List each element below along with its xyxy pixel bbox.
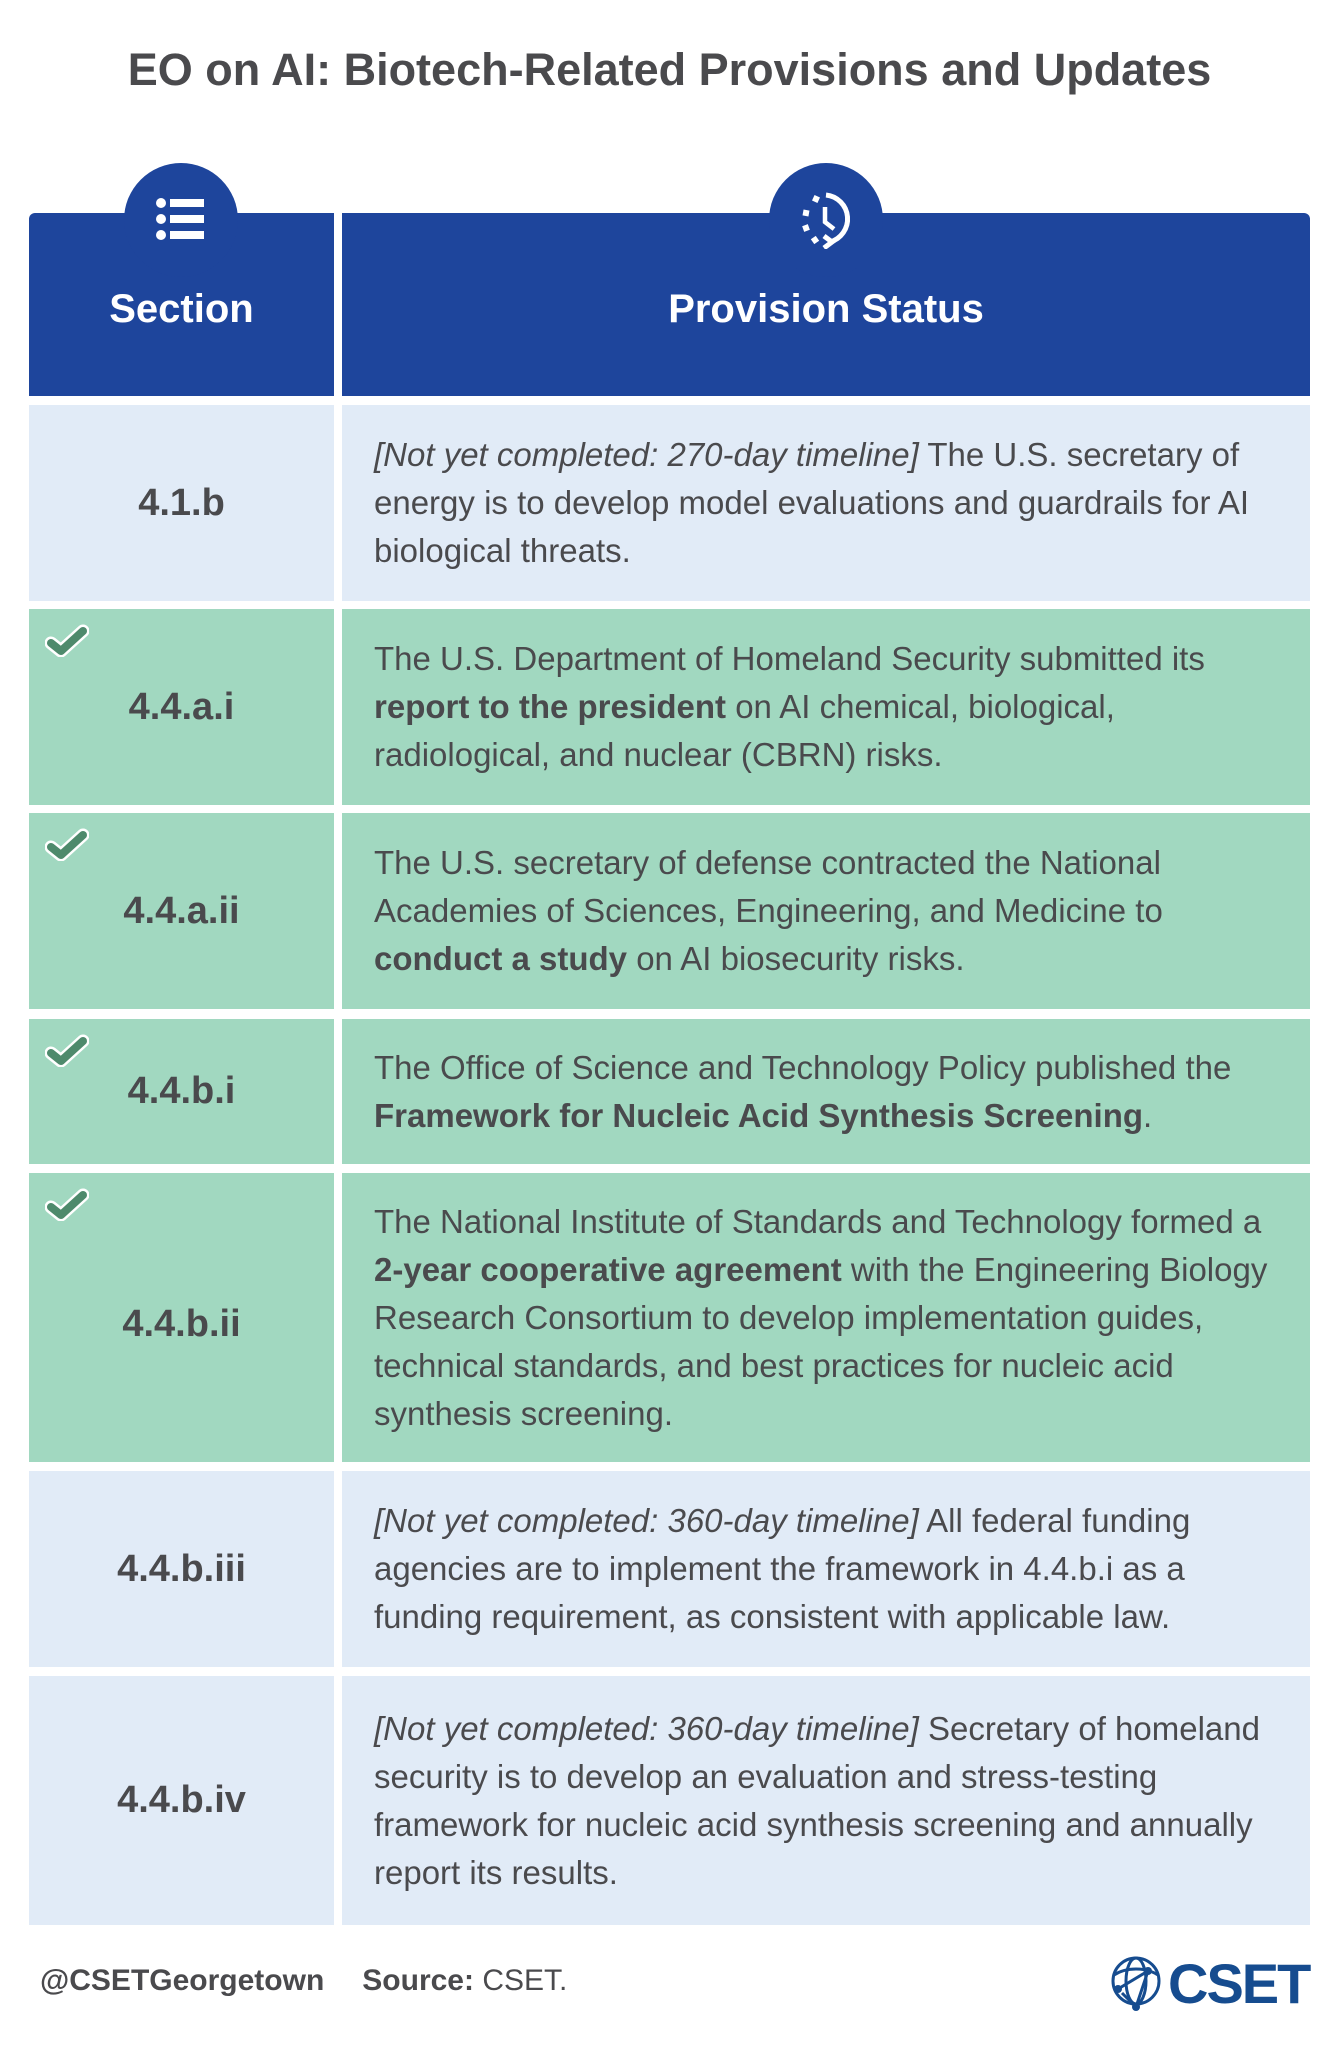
checkmark-icon (45, 1188, 89, 1221)
table-row-section-cell: 4.4.b.iv (29, 1676, 334, 1925)
section-number: 4.4.a.ii (123, 889, 240, 932)
emphasis-text: 2-year cooperative agreement (374, 1250, 842, 1288)
table-row-section-cell: 4.4.b.i (29, 1019, 334, 1164)
body-text: The Office of Science and Technology Pol… (374, 1048, 1232, 1086)
section-number: 4.4.b.iv (117, 1779, 246, 1821)
body-text: The National Institute of Standards and … (374, 1202, 1262, 1240)
section-number: 4.4.b.iii (117, 1547, 246, 1590)
column-header-status: Provision Status (342, 213, 1310, 396)
emphasis-text: Framework for Nucleic Acid Synthesis Scr… (374, 1096, 1144, 1134)
provision-status-text: The National Institute of Standards and … (374, 1198, 1280, 1438)
social-handle: @CSETGeorgetown (40, 1964, 325, 1997)
provision-status-text: [Not yet completed: 360-day timeline] Al… (374, 1497, 1280, 1641)
body-text: The U.S. secretary of defense contracted… (374, 844, 1163, 929)
list-icon (156, 198, 204, 240)
section-icon-badge (124, 163, 238, 277)
body-text: All federal funding agencies are to impl… (374, 1502, 1191, 1635)
source-value: CSET. (473, 1964, 568, 1997)
section-number: 4.4.b.ii (122, 1303, 241, 1345)
body-text: . (1143, 1096, 1153, 1134)
source-label: Source: (362, 1964, 474, 1997)
emphasis-text: conduct a study (374, 940, 628, 977)
provision-status-text: [Not yet completed: 360-day timeline] Se… (374, 1705, 1280, 1897)
body-text: The U.S. Department of Homeland Security… (374, 640, 1205, 677)
status-icon-badge (769, 163, 883, 277)
checkmark-icon (45, 624, 89, 657)
checkmark-icon (45, 828, 89, 861)
section-number: 4.1.b (138, 481, 225, 524)
table-row-section-cell: 4.4.a.ii (29, 813, 334, 1009)
table-row-section-cell: 4.1.b (29, 405, 334, 601)
checkmark-icon (45, 1034, 89, 1067)
page-title: EO on AI: Biotech-Related Provisions and… (127, 44, 1212, 95)
cset-logo: CSET (1108, 1951, 1311, 2015)
body-text: The U.S. secretary of energy is to devel… (374, 436, 1250, 569)
provision-status-text: The U.S. Department of Homeland Security… (374, 635, 1280, 779)
provision-status-text: The U.S. secretary of defense contracted… (374, 839, 1280, 983)
table-row-status-cell: [Not yet completed: 270-day timeline] Th… (342, 405, 1310, 601)
table-row-status-cell: The U.S. secretary of defense contracted… (342, 813, 1310, 1009)
table-row-status-cell: The Office of Science and Technology Pol… (342, 1019, 1310, 1164)
table-row-status-cell: The National Institute of Standards and … (342, 1173, 1310, 1462)
body-text: on AI biosecurity risks. (627, 940, 965, 977)
table-row-status-cell: [Not yet completed: 360-day timeline] Se… (342, 1676, 1310, 1925)
emphasis-text: report to the president (374, 688, 727, 725)
footer: @CSETGeorgetown Source: CSET. (40, 1964, 567, 1998)
body-text: with the Engineering Biology Research Co… (374, 1250, 1268, 1432)
provision-status-text: The Office of Science and Technology Pol… (374, 1044, 1280, 1140)
timeline-tag: [Not yet completed: 360-day timeline] (374, 1709, 919, 1747)
section-number: 4.4.b.i (127, 1070, 236, 1112)
globe-network-icon (1111, 1956, 1161, 2011)
logo-text: CSET (1168, 1951, 1311, 2015)
table-row-section-cell: 4.4.a.i (29, 609, 334, 805)
timeline-tag: [Not yet completed: 360-day timeline] (374, 1502, 919, 1539)
column-header-status-label: Provision Status (668, 287, 984, 331)
table-row-status-cell: [Not yet completed: 360-day timeline] Al… (342, 1471, 1310, 1667)
body-text: on AI chemical, biological, radiological… (374, 688, 1115, 773)
column-header-section-label: Section (109, 287, 254, 331)
history-clock-icon (802, 192, 851, 249)
body-text: Secretary of homeland security is to dev… (374, 1709, 1260, 1891)
table-row-status-cell: The U.S. Department of Homeland Security… (342, 609, 1310, 805)
provision-status-text: [Not yet completed: 270-day timeline] Th… (374, 431, 1280, 575)
section-number: 4.4.a.i (128, 685, 235, 728)
table-row-section-cell: 4.4.b.ii (29, 1173, 334, 1462)
timeline-tag: [Not yet completed: 270-day timeline] (374, 436, 919, 473)
table-row-section-cell: 4.4.b.iii (29, 1471, 334, 1667)
